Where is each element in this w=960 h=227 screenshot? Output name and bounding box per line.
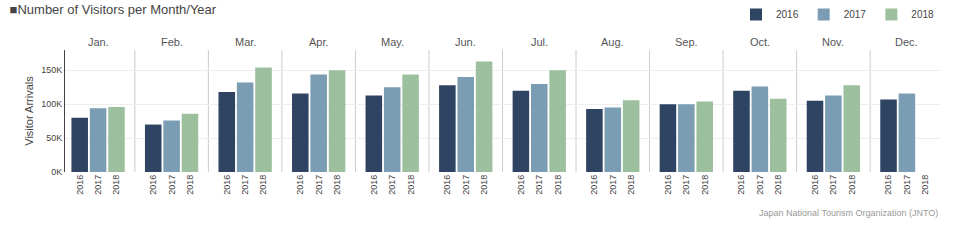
svg-text:2018: 2018 xyxy=(332,175,342,195)
svg-text:2017: 2017 xyxy=(608,175,618,195)
svg-text:2016: 2016 xyxy=(736,175,746,195)
svg-text:2018: 2018 xyxy=(185,175,195,195)
svg-text:2018: 2018 xyxy=(479,175,489,195)
svg-text:2018: 2018 xyxy=(406,175,416,195)
svg-text:2016: 2016 xyxy=(222,175,232,195)
svg-text:2018: 2018 xyxy=(553,175,563,195)
svg-text:0K: 0K xyxy=(51,167,62,177)
svg-text:■Number of Visitors per Month/: ■Number of Visitors per Month/Year xyxy=(10,2,217,17)
svg-text:150K: 150K xyxy=(41,65,62,75)
svg-text:2017: 2017 xyxy=(755,175,765,195)
svg-text:Jan.: Jan. xyxy=(88,36,109,48)
svg-text:2016: 2016 xyxy=(516,175,526,195)
svg-text:2016: 2016 xyxy=(148,175,158,195)
svg-text:2017: 2017 xyxy=(902,175,912,195)
svg-text:2016: 2016 xyxy=(810,175,820,195)
svg-text:Oct.: Oct. xyxy=(750,36,770,48)
svg-text:2016: 2016 xyxy=(589,175,599,195)
svg-text:2017: 2017 xyxy=(461,175,471,195)
svg-text:2016: 2016 xyxy=(369,175,379,195)
svg-text:2016: 2016 xyxy=(883,175,893,195)
svg-text:Nov.: Nov. xyxy=(822,36,844,48)
svg-text:May.: May. xyxy=(381,36,404,48)
svg-text:Mar.: Mar. xyxy=(235,36,256,48)
svg-text:Visitor Arrivals: Visitor Arrivals xyxy=(23,76,35,146)
svg-text:Jun.: Jun. xyxy=(455,36,476,48)
svg-text:2018: 2018 xyxy=(847,175,857,195)
svg-text:2018: 2018 xyxy=(773,175,783,195)
svg-text:2017: 2017 xyxy=(681,175,691,195)
svg-text:Aug.: Aug. xyxy=(601,36,624,48)
svg-text:2018: 2018 xyxy=(700,175,710,195)
svg-text:100K: 100K xyxy=(41,99,62,109)
svg-text:2018: 2018 xyxy=(911,9,934,20)
svg-text:2017: 2017 xyxy=(240,175,250,195)
svg-text:Apr.: Apr. xyxy=(309,36,329,48)
svg-text:Dec.: Dec. xyxy=(895,36,918,48)
svg-text:50K: 50K xyxy=(46,133,62,143)
svg-text:2018: 2018 xyxy=(920,175,930,195)
svg-text:2017: 2017 xyxy=(314,175,324,195)
svg-text:2017: 2017 xyxy=(167,175,177,195)
svg-text:Jul.: Jul. xyxy=(531,36,548,48)
svg-text:2016: 2016 xyxy=(442,175,452,195)
svg-text:2016: 2016 xyxy=(75,175,85,195)
svg-text:2017: 2017 xyxy=(534,175,544,195)
svg-text:2018: 2018 xyxy=(111,175,121,195)
svg-text:Japan National Tourism Organiz: Japan National Tourism Organization (JNT… xyxy=(759,208,938,218)
svg-text:2016: 2016 xyxy=(776,9,799,20)
svg-text:2018: 2018 xyxy=(626,175,636,195)
svg-text:Sep.: Sep. xyxy=(675,36,698,48)
svg-text:2016: 2016 xyxy=(295,175,305,195)
svg-text:2018: 2018 xyxy=(258,175,268,195)
svg-text:2017: 2017 xyxy=(93,175,103,195)
svg-text:2017: 2017 xyxy=(844,9,867,20)
svg-text:Feb.: Feb. xyxy=(161,36,183,48)
svg-text:2017: 2017 xyxy=(387,175,397,195)
svg-text:2017: 2017 xyxy=(828,175,838,195)
svg-text:2016: 2016 xyxy=(663,175,673,195)
